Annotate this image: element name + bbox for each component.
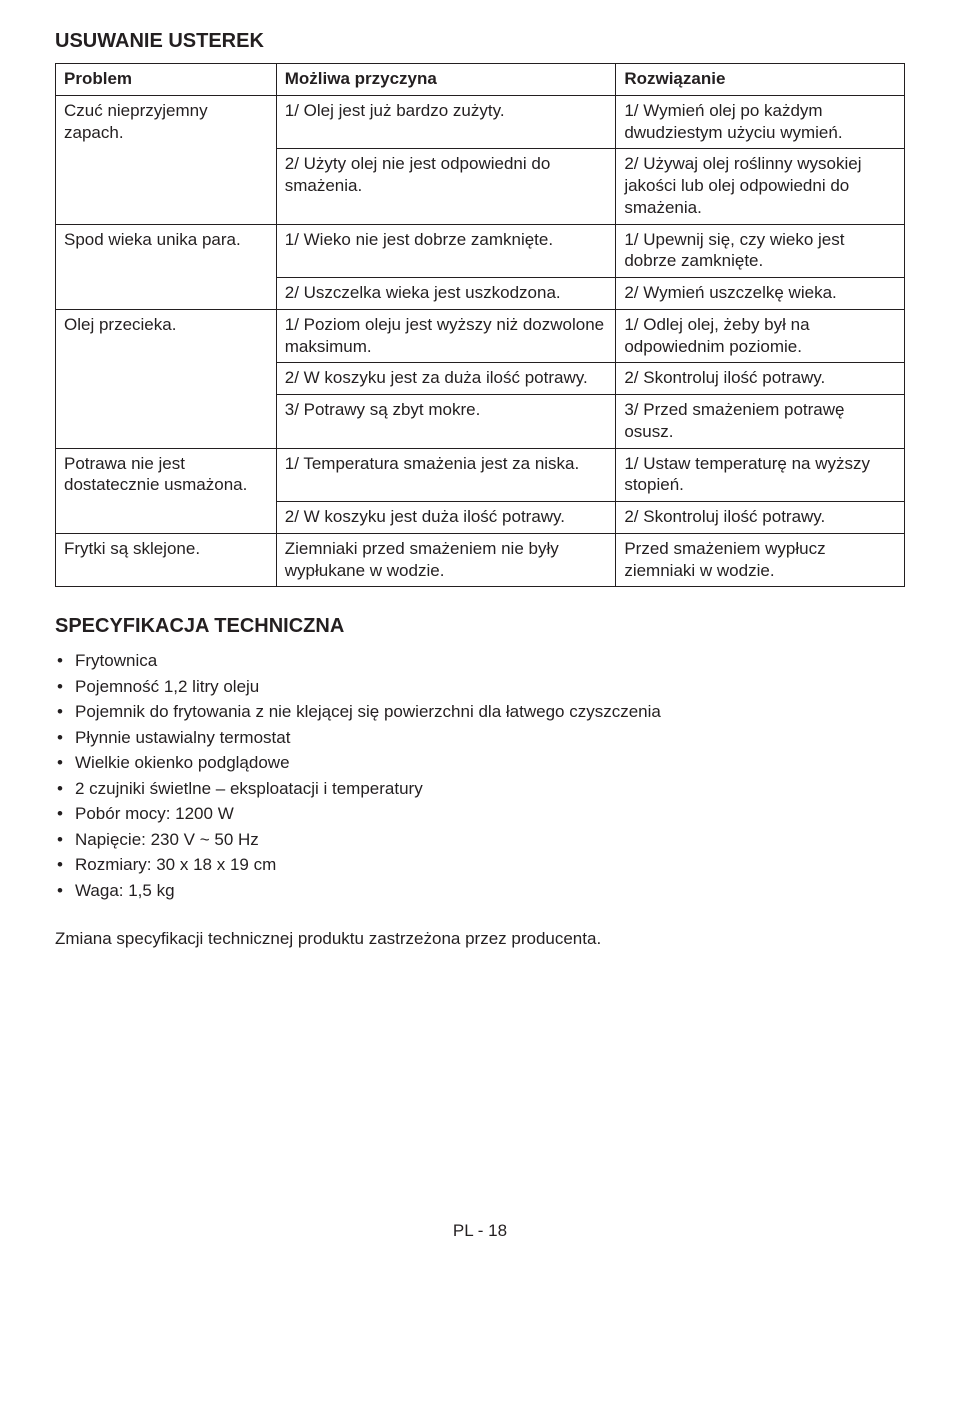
cell-cause: 2/ Uszczelka wieka jest uszkodzona. xyxy=(276,278,616,310)
cell-solution: 3/ Przed smażeniem potrawę osusz. xyxy=(616,395,905,449)
list-item: Pojemność 1,2 litry oleju xyxy=(55,674,905,700)
cell-problem: Czuć nieprzyjemny zapach. xyxy=(56,95,277,224)
list-item: Pobór mocy: 1200 W xyxy=(55,801,905,827)
cell-solution: 2/ Wymień uszczelkę wieka. xyxy=(616,278,905,310)
spec-heading: SPECYFIKACJA TECHNICZNA xyxy=(55,615,905,638)
table-header-row: Problem Możliwa przyczyna Rozwiązanie xyxy=(56,64,905,96)
cell-cause: 2/ Użyty olej nie jest odpowiedni do sma… xyxy=(276,149,616,224)
cell-cause: Ziemniaki przed smażeniem nie były wypłu… xyxy=(276,533,616,587)
table-row: Czuć nieprzyjemny zapach. 1/ Olej jest j… xyxy=(56,95,905,149)
cell-cause: 2/ W koszyku jest duża ilość potrawy. xyxy=(276,502,616,534)
list-item: Płynnie ustawialny termostat xyxy=(55,725,905,751)
table-row: Spod wieka unika para. 1/ Wieko nie jest… xyxy=(56,224,905,278)
cell-cause: 1/ Wieko nie jest dobrze zamknięte. xyxy=(276,224,616,278)
cell-solution: 2/ Skontroluj ilość potrawy. xyxy=(616,363,905,395)
cell-cause: 1/ Poziom oleju jest wyższy niż dozwolon… xyxy=(276,309,616,363)
cell-problem: Olej przecieka. xyxy=(56,309,277,448)
list-item: Rozmiary: 30 x 18 x 19 cm xyxy=(55,852,905,878)
cell-cause: 1/ Temperatura smażenia jest za niska. xyxy=(276,448,616,502)
cell-problem: Potrawa nie jest dostatecznie usmażona. xyxy=(56,448,277,533)
spec-list: Frytownica Pojemność 1,2 litry oleju Poj… xyxy=(55,648,905,903)
cell-solution: 1/ Upewnij się, czy wieko jest dobrze za… xyxy=(616,224,905,278)
cell-solution: 2/ Używaj olej roślinny wysokiej jakości… xyxy=(616,149,905,224)
spec-change-note: Zmiana specyfikacji technicznej produktu… xyxy=(55,927,905,951)
cell-solution: Przed smażeniem wypłucz ziemniaki w wodz… xyxy=(616,533,905,587)
table-row: Potrawa nie jest dostatecznie usmażona. … xyxy=(56,448,905,502)
cell-problem: Frytki są sklejone. xyxy=(56,533,277,587)
header-solution: Rozwiązanie xyxy=(616,64,905,96)
cell-problem: Spod wieka unika para. xyxy=(56,224,277,309)
header-problem: Problem xyxy=(56,64,277,96)
troubleshooting-table: Problem Możliwa przyczyna Rozwiązanie Cz… xyxy=(55,63,905,587)
table-row: Frytki są sklejone. Ziemniaki przed smaż… xyxy=(56,533,905,587)
table-row: Olej przecieka. 1/ Poziom oleju jest wyż… xyxy=(56,309,905,363)
page-number: PL - 18 xyxy=(55,1221,905,1241)
cell-cause: 2/ W koszyku jest za duża ilość potrawy. xyxy=(276,363,616,395)
cell-solution: 1/ Wymień olej po każdym dwudziestym uży… xyxy=(616,95,905,149)
list-item: Pojemnik do frytowania z nie klejącej si… xyxy=(55,699,905,725)
cell-solution: 1/ Odlej olej, żeby był na odpowiednim p… xyxy=(616,309,905,363)
list-item: Napięcie: 230 V ~ 50 Hz xyxy=(55,827,905,853)
list-item: Waga: 1,5 kg xyxy=(55,878,905,904)
troubleshooting-heading: USUWANIE USTEREK xyxy=(55,30,905,53)
list-item: Wielkie okienko podglądowe xyxy=(55,750,905,776)
list-item: Frytownica xyxy=(55,648,905,674)
cell-cause: 1/ Olej jest już bardzo zużyty. xyxy=(276,95,616,149)
header-cause: Możliwa przyczyna xyxy=(276,64,616,96)
cell-cause: 3/ Potrawy są zbyt mokre. xyxy=(276,395,616,449)
list-item: 2 czujniki świetlne – eksploatacji i tem… xyxy=(55,776,905,802)
cell-solution: 2/ Skontroluj ilość potrawy. xyxy=(616,502,905,534)
cell-solution: 1/ Ustaw temperaturę na wyższy stopień. xyxy=(616,448,905,502)
